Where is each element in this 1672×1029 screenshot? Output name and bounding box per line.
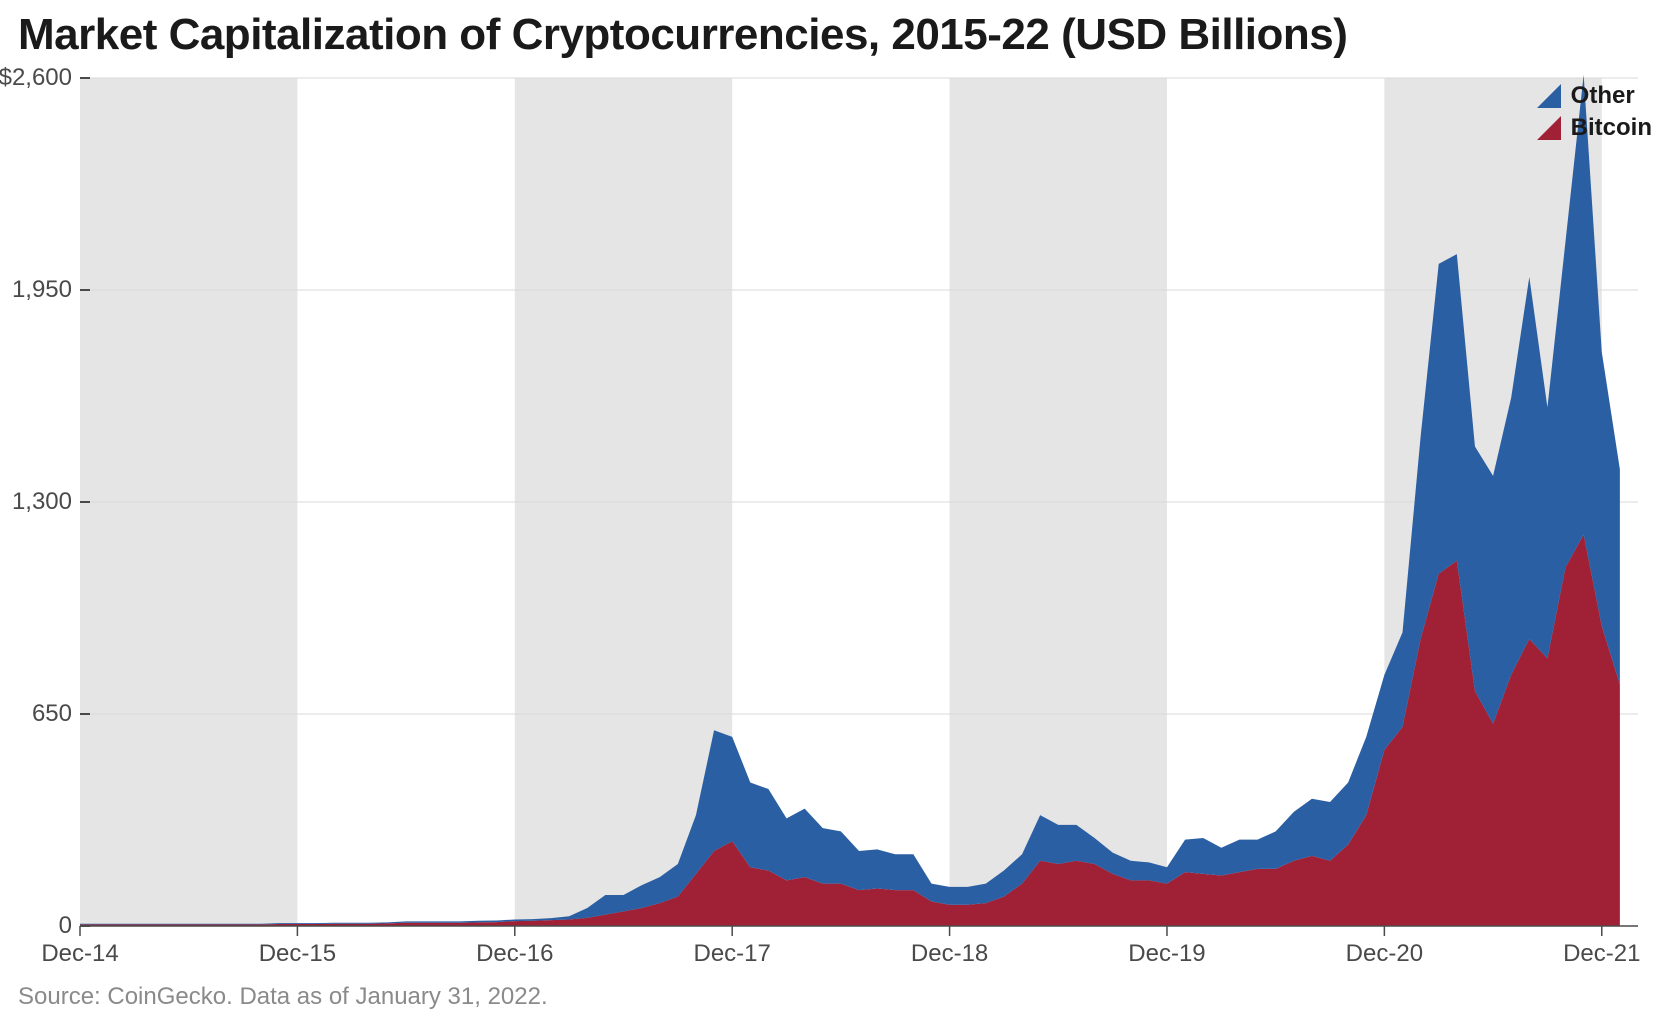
legend-label: Other (1571, 82, 1635, 110)
chart-title: Market Capitalization of Cryptocurrencie… (18, 10, 1347, 60)
chart-legend: Other Bitcoin (1537, 82, 1652, 146)
x-tick-label: Dec-14 (41, 940, 118, 968)
legend-label: Bitcoin (1571, 114, 1652, 142)
y-tick-label: $2,600 (0, 64, 72, 92)
x-tick-label: Dec-17 (693, 940, 770, 968)
legend-swatch-icon (1537, 116, 1561, 140)
x-tick-label: Dec-19 (1128, 940, 1205, 968)
x-tick-label: Dec-20 (1346, 940, 1423, 968)
x-tick-label: Dec-21 (1563, 940, 1640, 968)
x-tick-label: Dec-16 (476, 940, 553, 968)
legend-swatch-icon (1537, 84, 1561, 108)
chart-plot (80, 78, 1638, 938)
y-tick-label: 650 (32, 700, 72, 728)
chart-source: Source: CoinGecko. Data as of January 31… (18, 983, 548, 1011)
y-tick-label: 0 (59, 912, 72, 940)
chart-page: Market Capitalization of Cryptocurrencie… (0, 0, 1672, 1029)
x-tick-label: Dec-15 (259, 940, 336, 968)
y-tick-label: 1,300 (12, 488, 72, 516)
y-tick-label: 1,950 (12, 276, 72, 304)
x-tick-label: Dec-18 (911, 940, 988, 968)
legend-item: Bitcoin (1537, 114, 1652, 142)
legend-item: Other (1537, 82, 1652, 110)
